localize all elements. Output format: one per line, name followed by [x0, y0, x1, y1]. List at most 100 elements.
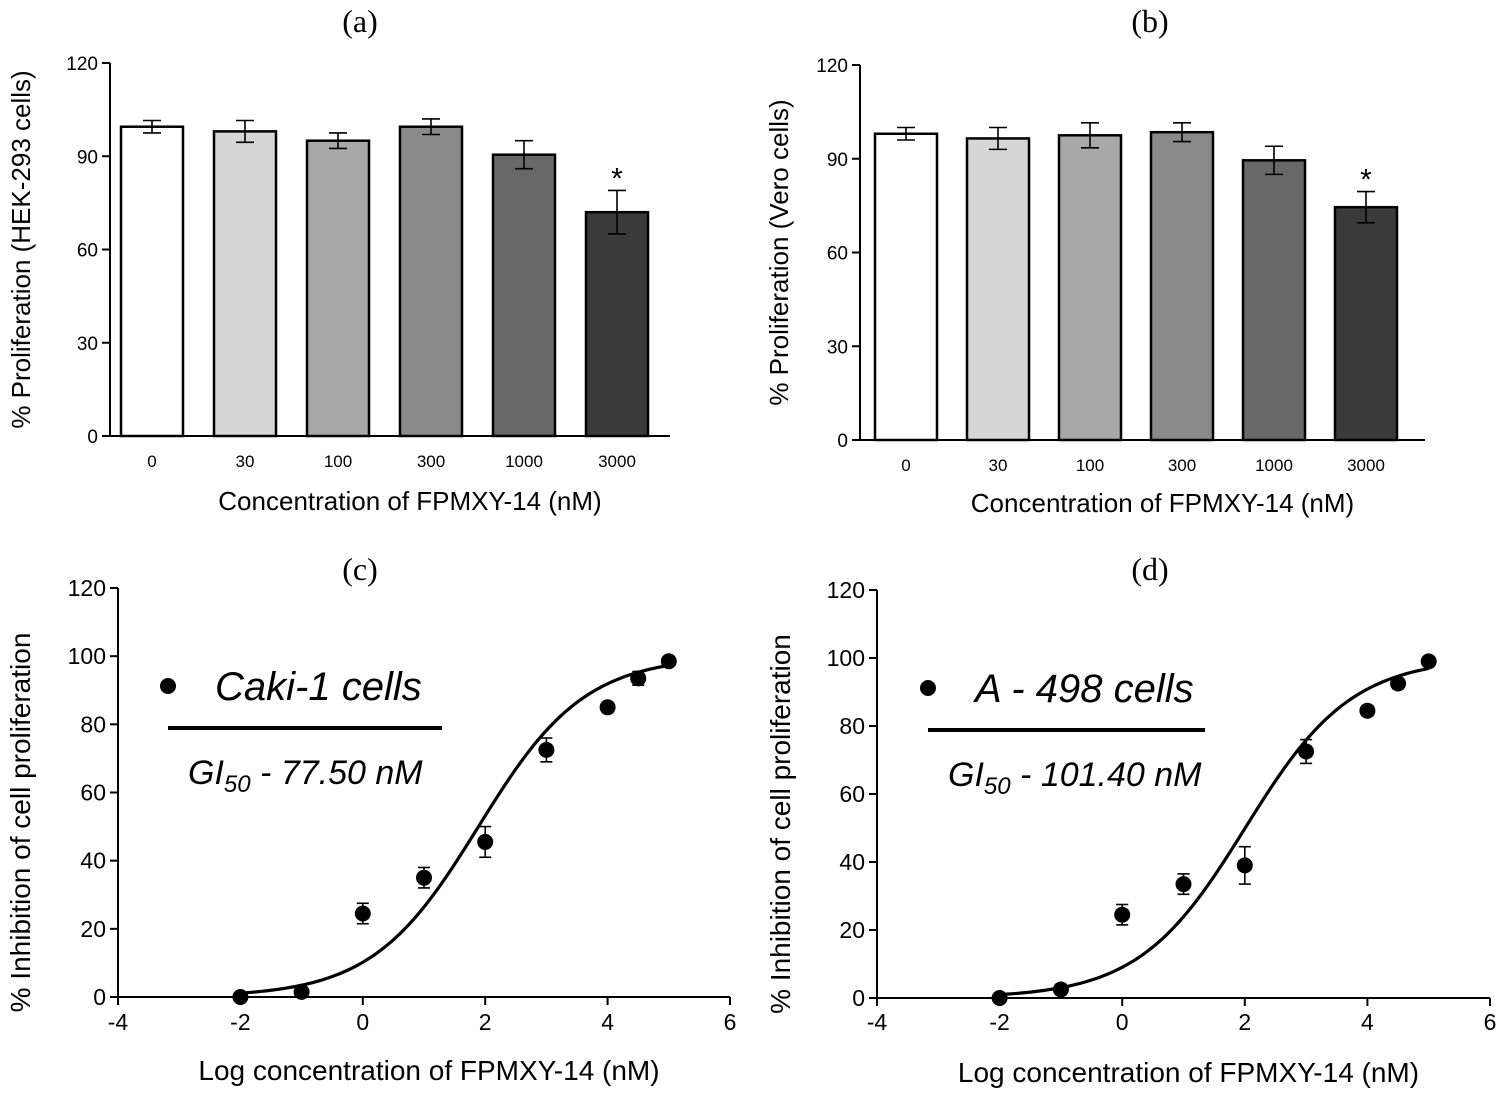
x-tick-label: 0: [1116, 1009, 1129, 1035]
panel-label-c: (c): [342, 551, 378, 587]
bar-30: [212, 130, 278, 438]
gi50-annotation: GI50 - 101.40 nM: [948, 756, 1202, 800]
y-tick-label: 100: [827, 645, 865, 671]
category-label-100: 100: [324, 452, 352, 471]
category-label-100: 100: [1076, 456, 1104, 475]
y-tick-label: 20: [80, 916, 106, 942]
data-point: [660, 653, 677, 670]
legend-label: Caki-1 cells: [215, 665, 422, 709]
y-axis-title: % Inhibition of cell proliferation: [5, 633, 36, 1013]
category-label-3000: 3000: [1347, 456, 1385, 475]
y-tick-label: 20: [839, 917, 865, 943]
x-tick-label: 6: [1484, 1009, 1497, 1035]
bar-100: [1057, 134, 1123, 442]
gi50-value: - 101.40 nM: [1011, 756, 1203, 794]
bar-0: [873, 132, 939, 442]
data-point: [1420, 653, 1437, 670]
y-tick-label: 0: [852, 985, 865, 1011]
data-point: [232, 989, 249, 1005]
x-axis-title: Log concentration of FPMXY-14 (nM): [198, 1055, 659, 1086]
gi50-prefix: GI: [188, 754, 224, 792]
x-tick-label: 6: [724, 1009, 737, 1035]
y-tick-label: 0: [87, 427, 98, 448]
y-tick-label: 80: [839, 713, 865, 739]
x-tick-label: -4: [108, 1009, 129, 1035]
panel-label-d: (d): [1131, 551, 1168, 587]
x-axis-title: Log concentration of FPMXY-14 (nM): [958, 1057, 1419, 1088]
panel-c-dose-response-chart: (c) 0 20 40 60 80 100 120 -4 -2 0 2 4 6 Caki-1 cells GI…: [5, 551, 736, 1086]
y-tick-label: 60: [839, 781, 865, 807]
x-tick-label: -2: [989, 1009, 1009, 1035]
y-axis-title: % Inhibition of cell proliferation: [765, 634, 796, 1014]
panel-label-b: (b): [1131, 3, 1168, 39]
data-point: [354, 905, 371, 922]
data-point: [1359, 702, 1376, 719]
y-tick-label: 40: [839, 849, 865, 875]
y-tick-label: 120: [827, 577, 865, 603]
data-point: [1175, 876, 1192, 893]
y-axis-title: % Proliferation (HEK-293 cells): [6, 70, 36, 428]
x-tick-label: 2: [1238, 1009, 1251, 1035]
category-label-300: 300: [1168, 456, 1196, 475]
fit-curve: [240, 663, 670, 995]
bar-3000: [1333, 205, 1399, 442]
y-tick-label: 120: [816, 56, 848, 77]
x-tick-label: 4: [1361, 1009, 1374, 1035]
category-label-0: 0: [901, 456, 910, 475]
x-axis-title: Concentration of FPMXY-14 (nM): [218, 486, 601, 516]
gi50-subscript: 50: [224, 771, 251, 798]
bar-3000: [584, 210, 650, 438]
bar-0: [119, 125, 185, 438]
panel-label-a: (a): [342, 3, 378, 39]
data-point: [1114, 906, 1131, 923]
x-tick-label: 2: [479, 1009, 492, 1035]
category-label-1000: 1000: [1255, 456, 1293, 475]
data-point: [599, 699, 616, 716]
legend-label: A - 498 cells: [973, 667, 1194, 711]
bar-1000: [1241, 159, 1307, 442]
bar-300: [1149, 130, 1215, 442]
bar-100: [305, 139, 371, 438]
data-point: [991, 990, 1008, 1006]
significance-marker: *: [611, 162, 623, 195]
y-tick-label: 120: [66, 54, 98, 75]
gi50-annotation: GI50 - 77.50 nM: [188, 754, 423, 798]
y-tick-label: 100: [68, 643, 106, 669]
y-tick-label: 90: [827, 150, 848, 171]
y-tick-label: 30: [77, 334, 98, 355]
category-label-30: 30: [236, 452, 255, 471]
panel-d-dose-response-chart: (d) 0 20 40 60 80 100 120 -4 -2 0 2 4 6 A - 498 cells G…: [765, 551, 1496, 1088]
legend-marker: [160, 678, 176, 694]
y-tick-label: 90: [77, 147, 98, 168]
y-tick-label: 80: [80, 711, 106, 737]
category-label-0: 0: [147, 452, 156, 471]
y-tick-label: 60: [827, 244, 848, 265]
data-point: [293, 983, 310, 1000]
data-point: [630, 670, 647, 687]
fit-curve: [999, 666, 1430, 997]
y-tick-label: 0: [837, 431, 848, 452]
y-tick-label: 30: [827, 337, 848, 358]
x-tick-label: -4: [867, 1009, 888, 1035]
data-point: [477, 833, 494, 850]
gi50-prefix: GI: [948, 756, 984, 794]
bar-1000: [491, 153, 557, 438]
panel-a-bar-chart: (a) 0 30 60 90 120 0 30 100 300 1000 * 3000 Concentra…: [6, 3, 670, 516]
panel-b-bar-chart: (b) 0 30 60 90 120 0 30 100 300 1000 * 3000 Concentra…: [764, 3, 1425, 518]
y-tick-label: 120: [68, 575, 106, 601]
data-point: [1236, 857, 1253, 874]
data-point: [1298, 743, 1315, 760]
gi50-value: - 77.50 nM: [251, 754, 424, 792]
category-label-3000: 3000: [598, 452, 636, 471]
bar-30: [965, 137, 1031, 442]
y-axis-title: % Proliferation (Vero cells): [764, 99, 794, 405]
y-tick-label: 40: [80, 848, 106, 874]
x-axis-title: Concentration of FPMXY-14 (nM): [971, 488, 1354, 518]
data-point: [1390, 675, 1407, 692]
data-point: [416, 869, 432, 886]
category-label-300: 300: [417, 452, 445, 471]
legend-marker: [920, 680, 936, 696]
x-tick-label: -2: [230, 1009, 250, 1035]
x-tick-label: 4: [601, 1009, 614, 1035]
